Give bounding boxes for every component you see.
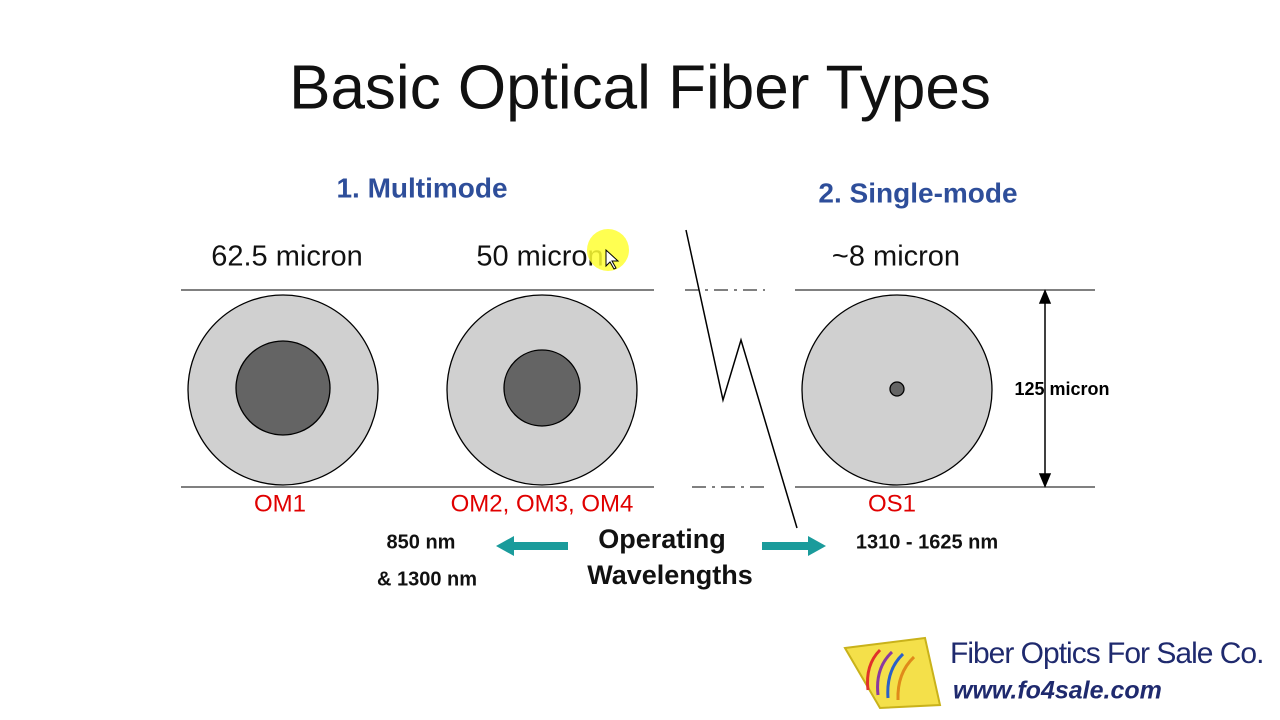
wavelength: 850 nm: [387, 531, 456, 553]
logo-name: Fiber Optics For Sale Co.: [950, 637, 1263, 670]
slide-title: Basic Optical Fiber Types: [289, 53, 991, 122]
cladding-size: 125 micron: [1014, 379, 1109, 399]
logo-url: www.fo4sale.com: [953, 677, 1162, 705]
core-size: ~8 micron: [832, 241, 960, 273]
break-line: [685, 229, 798, 529]
grade: OM2, OM3, OM4: [451, 490, 634, 517]
wavelength-label: Operating: [598, 524, 726, 554]
wavelength-label: Wavelengths: [587, 560, 753, 590]
cladding-arrow: [1038, 289, 1052, 488]
wavelength-arrows: [496, 536, 826, 556]
guide-lines: [181, 289, 1095, 488]
section-heading: 1. Multimode: [336, 172, 507, 203]
wavelength: 1310 - 1625 nm: [856, 531, 998, 553]
grade: OS1: [868, 490, 916, 517]
logo-icon: [843, 636, 942, 710]
section-heading: 2. Single-mode: [818, 177, 1017, 208]
core-size: 62.5 micron: [211, 241, 363, 273]
core-size: 50 micron: [476, 241, 603, 273]
mouse-cursor: [605, 248, 620, 270]
pointer-highlight: [587, 229, 629, 271]
fiber-cross-sections: [187, 294, 993, 486]
grade: OM1: [254, 490, 306, 517]
wavelength: & 1300 nm: [377, 568, 477, 590]
